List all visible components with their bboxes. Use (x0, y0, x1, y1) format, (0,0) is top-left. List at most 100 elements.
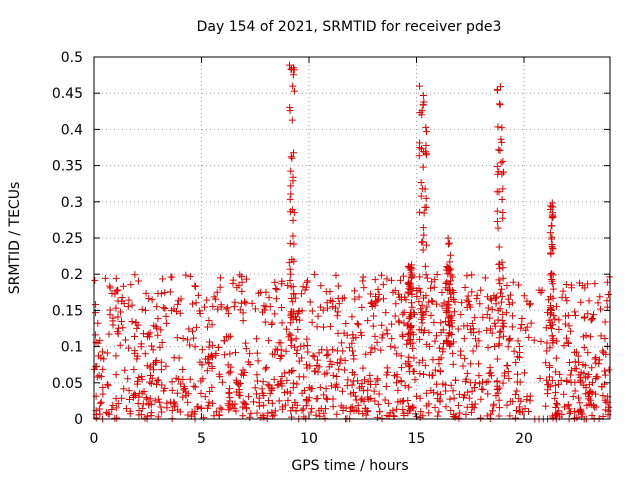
data-point (425, 298, 433, 306)
data-point (444, 270, 452, 278)
data-point (99, 383, 107, 391)
data-point (491, 342, 499, 350)
data-point (462, 410, 470, 418)
data-point (568, 366, 576, 374)
data-point (153, 303, 161, 311)
data-point (432, 332, 440, 340)
data-point (98, 348, 106, 356)
data-point (289, 82, 297, 90)
data-point (588, 315, 596, 323)
data-point (566, 409, 574, 417)
data-point (545, 373, 553, 381)
data-point (584, 349, 592, 357)
data-point (422, 123, 430, 131)
data-point (205, 317, 213, 325)
data-point (397, 378, 405, 386)
data-point (376, 408, 384, 416)
data-point (189, 327, 197, 335)
y-tick-label: 0.1 (61, 340, 83, 356)
data-point (418, 301, 426, 309)
data-point (122, 336, 130, 344)
data-point (425, 400, 433, 408)
data-point (329, 403, 337, 411)
data-point (336, 359, 344, 367)
data-point (281, 401, 289, 409)
data-point (575, 371, 583, 379)
data-point (419, 246, 427, 254)
data-point (449, 349, 457, 357)
data-point (96, 410, 104, 418)
data-point (476, 300, 484, 308)
data-point (463, 296, 471, 304)
data-point (450, 289, 458, 297)
data-point (415, 82, 423, 90)
data-point (367, 290, 375, 298)
data-point (463, 272, 471, 280)
data-point (99, 365, 107, 373)
data-point (562, 280, 570, 288)
data-point (564, 338, 572, 346)
data-point (405, 281, 413, 289)
data-point (308, 405, 316, 413)
data-point (434, 394, 442, 402)
data-point (407, 311, 415, 319)
data-point (105, 330, 113, 338)
data-point (323, 299, 331, 307)
data-point (112, 274, 120, 282)
data-point (445, 266, 453, 274)
data-point (452, 376, 460, 384)
data-point (371, 397, 379, 405)
data-point (486, 295, 494, 303)
data-point (443, 304, 451, 312)
data-point (268, 321, 276, 329)
data-point (194, 291, 202, 299)
data-point (112, 352, 120, 360)
data-point (383, 326, 391, 334)
data-point (404, 320, 412, 328)
data-point (477, 286, 485, 294)
data-point (119, 282, 127, 290)
data-point (499, 157, 507, 165)
data-point (246, 350, 254, 358)
data-point (467, 360, 475, 368)
data-point (416, 139, 424, 147)
data-point (287, 413, 295, 421)
data-point (509, 398, 517, 406)
data-point (586, 333, 594, 341)
data-point (117, 308, 125, 316)
data-point (599, 392, 607, 400)
data-point (253, 349, 261, 357)
data-point (216, 283, 224, 291)
data-point (495, 412, 503, 420)
data-point (145, 295, 153, 303)
data-point (399, 310, 407, 318)
data-point (358, 380, 366, 388)
data-point (579, 361, 587, 369)
data-point (310, 353, 318, 361)
data-point (560, 390, 568, 398)
data-point (324, 350, 332, 358)
data-point (287, 190, 295, 198)
data-point (304, 397, 312, 405)
data-point (149, 346, 157, 354)
data-point (287, 153, 295, 161)
data-point (292, 335, 300, 343)
data-point (242, 405, 250, 413)
data-point (134, 377, 142, 385)
data-point (383, 364, 391, 372)
data-point (505, 375, 513, 383)
data-point (467, 328, 475, 336)
data-point (236, 380, 244, 388)
data-point (378, 321, 386, 329)
data-point (225, 369, 233, 377)
data-point (316, 383, 324, 391)
data-point (403, 340, 411, 348)
data-point (429, 371, 437, 379)
data-point (493, 218, 501, 226)
data-point (543, 390, 551, 398)
data-point (354, 377, 362, 385)
data-point (407, 299, 415, 307)
data-point (382, 309, 390, 317)
data-point (260, 302, 268, 310)
data-point (546, 293, 554, 301)
